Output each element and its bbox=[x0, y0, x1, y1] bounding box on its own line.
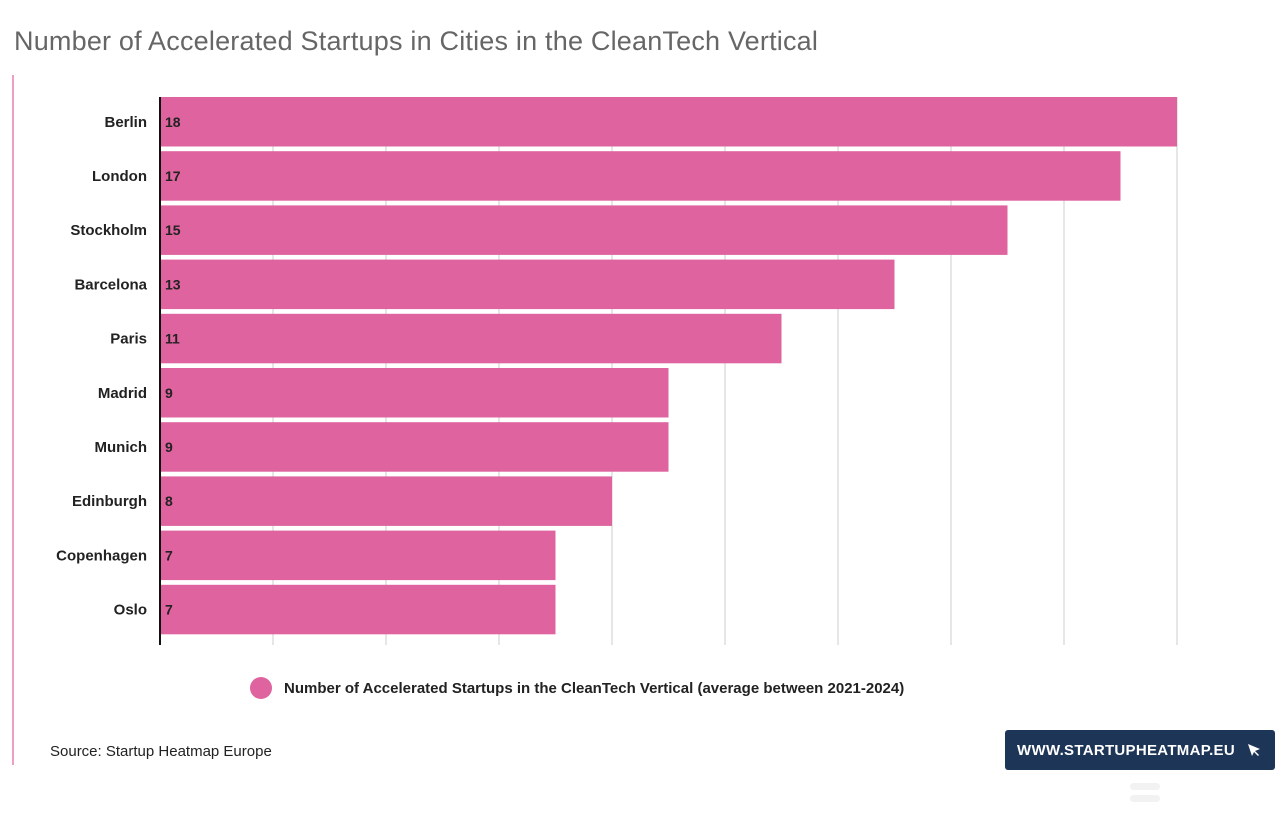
category-label: Edinburgh bbox=[72, 493, 147, 510]
bar-edinburgh[interactable] bbox=[160, 476, 612, 526]
category-label: Madrid bbox=[98, 385, 147, 402]
legend-swatch bbox=[250, 677, 272, 699]
legend: Number of Accelerated Startups in the Cl… bbox=[250, 677, 904, 699]
bar-london[interactable] bbox=[160, 151, 1121, 201]
accent-line bbox=[12, 75, 14, 765]
bar-oslo[interactable] bbox=[160, 584, 556, 635]
category-label: Stockholm bbox=[70, 222, 147, 239]
category-label: Munich bbox=[95, 439, 148, 456]
data-label: 8 bbox=[165, 493, 173, 509]
source-note: Source: Startup Heatmap Europe bbox=[50, 743, 272, 760]
bar-stockholm[interactable] bbox=[160, 205, 1008, 255]
data-label: 9 bbox=[165, 439, 173, 455]
bar-berlin[interactable] bbox=[160, 97, 1177, 147]
chart-title: Number of Accelerated Startups in Cities… bbox=[14, 26, 819, 56]
data-label: 13 bbox=[165, 276, 181, 292]
bar-munich[interactable] bbox=[160, 422, 669, 472]
menu-icon[interactable] bbox=[1130, 783, 1160, 807]
category-label: Copenhagen bbox=[56, 547, 147, 564]
data-label: 18 bbox=[165, 114, 181, 130]
category-label: Oslo bbox=[114, 602, 147, 619]
cursor-icon bbox=[1248, 744, 1260, 756]
website-badge-label: WWW.STARTUPHEATMAP.EU bbox=[1017, 741, 1235, 759]
bar-barcelona[interactable] bbox=[160, 259, 895, 310]
data-label: 7 bbox=[165, 602, 173, 618]
category-label: Barcelona bbox=[74, 276, 147, 293]
bar-chart: Berlin 18 London 17 Stockholm 15 Barcelona 13 Pa… bbox=[56, 97, 1178, 645]
website-badge[interactable]: WWW.STARTUPHEATMAP.EU bbox=[1005, 730, 1275, 770]
category-label: Paris bbox=[110, 331, 147, 348]
data-label: 11 bbox=[165, 331, 180, 347]
bar-copenhagen[interactable] bbox=[160, 530, 556, 581]
category-label: Berlin bbox=[104, 114, 147, 131]
bar-madrid[interactable] bbox=[160, 368, 669, 418]
data-label: 15 bbox=[165, 222, 181, 238]
data-label: 9 bbox=[165, 385, 173, 401]
legend-label: Number of Accelerated Startups in the Cl… bbox=[284, 679, 905, 697]
data-label: 17 bbox=[165, 168, 181, 184]
bar-paris[interactable] bbox=[160, 313, 782, 364]
category-label: London bbox=[92, 168, 147, 185]
data-label: 7 bbox=[165, 547, 173, 563]
